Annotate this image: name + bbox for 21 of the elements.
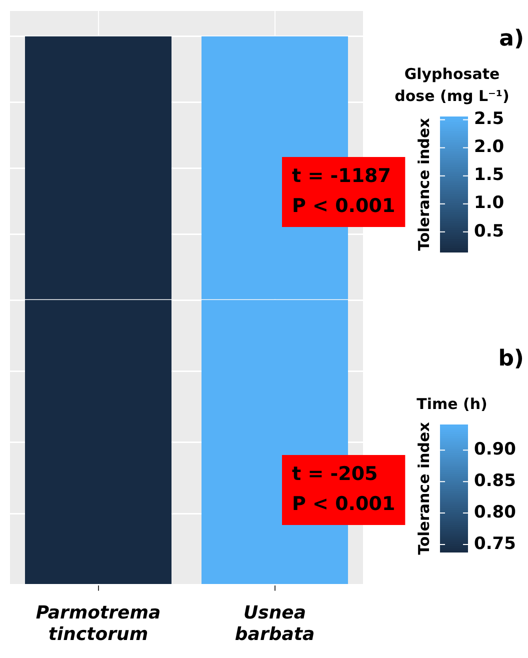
legend-title: Glyphosate dose (mg L⁻¹) — [394, 64, 510, 105]
color-bar-label: 2.5 — [474, 109, 504, 130]
legend-title: Time (h) — [416, 394, 488, 413]
x-tick-label: Parmotrema tinctorum — [36, 602, 161, 645]
annotation: P < 0.001 — [292, 194, 396, 217]
annotation: t = -1187 — [292, 164, 391, 187]
color-bar-label: 1.5 — [474, 165, 504, 186]
annotation: P < 0.001 — [292, 492, 396, 515]
color-bar-label: 1.0 — [474, 193, 504, 214]
x-tick-label: Usnea barbata — [234, 602, 315, 645]
color-bar-label: 0.85 — [474, 471, 516, 492]
text: b) — [498, 346, 524, 372]
color-bar-label: 0.90 — [474, 440, 516, 460]
color-bar-label: 0.75 — [474, 534, 516, 554]
color-bar-label: 0.5 — [474, 221, 504, 242]
text: a) — [499, 26, 524, 52]
color-bar-label: 0.80 — [474, 502, 516, 522]
color-bar-title: Tolerance index — [414, 118, 433, 251]
annotation: t = -205 — [292, 462, 378, 485]
color-bar-label: 2.0 — [474, 137, 504, 158]
color-bar-title: Tolerance index — [414, 422, 433, 555]
